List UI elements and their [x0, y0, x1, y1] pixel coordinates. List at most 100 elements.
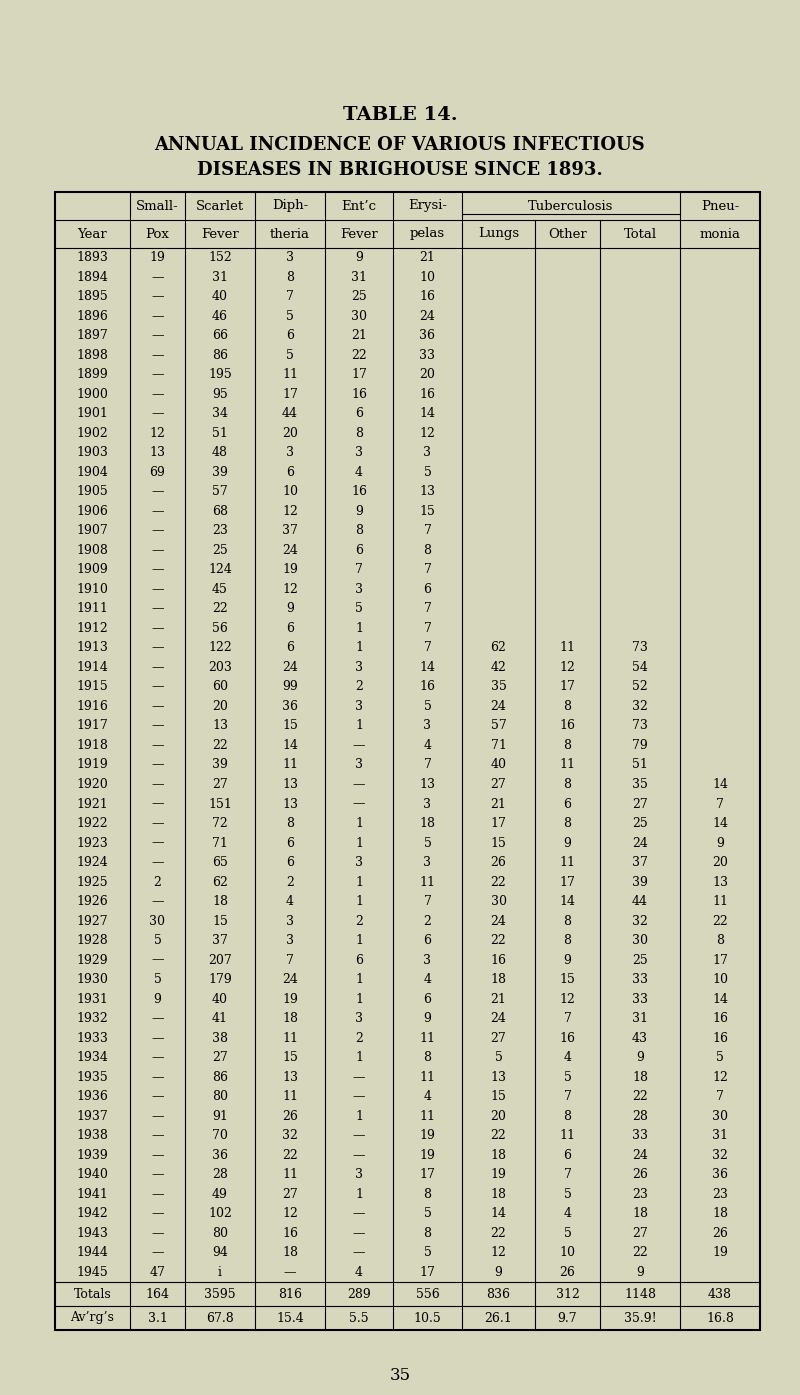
- Text: 17: 17: [559, 876, 575, 889]
- Text: —: —: [151, 290, 164, 303]
- Text: 1: 1: [355, 935, 363, 947]
- Text: —: —: [353, 778, 366, 791]
- Text: 16: 16: [490, 954, 506, 967]
- Text: 12: 12: [712, 1070, 728, 1084]
- Text: 6: 6: [286, 837, 294, 850]
- Text: 46: 46: [212, 310, 228, 322]
- Text: 26: 26: [632, 1168, 648, 1182]
- Text: 8: 8: [355, 427, 363, 439]
- Text: Scarlet: Scarlet: [196, 199, 244, 212]
- Text: 1: 1: [355, 993, 363, 1006]
- Text: 13: 13: [282, 798, 298, 810]
- Text: 20: 20: [282, 427, 298, 439]
- Text: —: —: [151, 505, 164, 518]
- Text: 62: 62: [490, 642, 506, 654]
- Text: 1906: 1906: [77, 505, 109, 518]
- Text: 6: 6: [563, 1148, 571, 1162]
- Text: 26: 26: [282, 1109, 298, 1123]
- Text: —: —: [151, 642, 164, 654]
- Text: 1902: 1902: [77, 427, 108, 439]
- Text: ANNUAL INCIDENCE OF VARIOUS INFECTIOUS: ANNUAL INCIDENCE OF VARIOUS INFECTIOUS: [154, 135, 646, 153]
- Text: 9: 9: [355, 505, 363, 518]
- Text: 3: 3: [423, 954, 431, 967]
- Text: 18: 18: [282, 1013, 298, 1025]
- Text: 18: 18: [212, 896, 228, 908]
- Text: 16: 16: [351, 485, 367, 498]
- Text: 8: 8: [423, 544, 431, 557]
- Text: 10.5: 10.5: [414, 1311, 442, 1324]
- Text: —: —: [151, 1246, 164, 1260]
- Text: 22: 22: [212, 603, 228, 615]
- Text: 1910: 1910: [77, 583, 109, 596]
- Text: 7: 7: [563, 1168, 571, 1182]
- Text: 1942: 1942: [77, 1207, 108, 1221]
- Text: 16: 16: [712, 1032, 728, 1045]
- Text: 4: 4: [423, 1089, 431, 1103]
- Text: monia: monia: [699, 227, 741, 240]
- Text: 30: 30: [712, 1109, 728, 1123]
- Text: 1944: 1944: [77, 1246, 109, 1260]
- Text: —: —: [353, 1148, 366, 1162]
- Text: 37: 37: [282, 525, 298, 537]
- Text: —: —: [151, 1129, 164, 1143]
- Text: 5: 5: [563, 1226, 571, 1240]
- Text: 5: 5: [423, 1207, 431, 1221]
- Text: 4: 4: [355, 466, 363, 478]
- Text: 24: 24: [490, 1013, 506, 1025]
- Text: —: —: [151, 837, 164, 850]
- Text: —: —: [151, 896, 164, 908]
- Text: 23: 23: [712, 1187, 728, 1201]
- Text: —: —: [151, 739, 164, 752]
- Text: 22: 22: [351, 349, 367, 361]
- Text: 1917: 1917: [77, 720, 108, 732]
- Text: 8: 8: [563, 915, 571, 928]
- Text: 9: 9: [423, 1013, 431, 1025]
- Text: 27: 27: [212, 1052, 228, 1064]
- Text: 5: 5: [563, 1187, 571, 1201]
- Text: 73: 73: [632, 642, 648, 654]
- Text: 70: 70: [212, 1129, 228, 1143]
- Text: 5: 5: [355, 603, 363, 615]
- Text: 1911: 1911: [77, 603, 109, 615]
- Text: 80: 80: [212, 1226, 228, 1240]
- Text: 33: 33: [632, 974, 648, 986]
- Text: 37: 37: [632, 857, 648, 869]
- Text: 16: 16: [419, 388, 435, 400]
- Text: 556: 556: [416, 1288, 439, 1300]
- Text: pelas: pelas: [410, 227, 445, 240]
- Text: 8: 8: [423, 1226, 431, 1240]
- Text: 17: 17: [351, 368, 367, 381]
- Text: 1931: 1931: [77, 993, 109, 1006]
- Text: 1: 1: [355, 974, 363, 986]
- Text: —: —: [151, 1070, 164, 1084]
- Text: 1896: 1896: [77, 310, 109, 322]
- Text: 1939: 1939: [77, 1148, 108, 1162]
- Text: 9.7: 9.7: [558, 1311, 578, 1324]
- Text: 32: 32: [632, 915, 648, 928]
- Text: 99: 99: [282, 681, 298, 693]
- Text: —: —: [284, 1265, 296, 1279]
- Text: 1: 1: [355, 622, 363, 635]
- Text: 45: 45: [212, 583, 228, 596]
- Text: —: —: [151, 1148, 164, 1162]
- Text: 13: 13: [490, 1070, 506, 1084]
- Text: 195: 195: [208, 368, 232, 381]
- Text: 31: 31: [351, 271, 367, 283]
- Text: 836: 836: [486, 1288, 510, 1300]
- Text: 7: 7: [286, 290, 294, 303]
- Text: —: —: [151, 700, 164, 713]
- Text: 14: 14: [712, 817, 728, 830]
- Text: Tuberculosis: Tuberculosis: [528, 199, 614, 212]
- Text: 32: 32: [712, 1148, 728, 1162]
- Text: 15: 15: [282, 1052, 298, 1064]
- Text: 7: 7: [423, 622, 431, 635]
- Text: 12: 12: [282, 505, 298, 518]
- Text: 1938: 1938: [77, 1129, 109, 1143]
- Text: 9: 9: [494, 1265, 502, 1279]
- Text: 10: 10: [282, 485, 298, 498]
- Text: 1934: 1934: [77, 1052, 109, 1064]
- Text: 1900: 1900: [77, 388, 109, 400]
- Text: 1: 1: [355, 896, 363, 908]
- Text: 15: 15: [419, 505, 435, 518]
- Text: —: —: [151, 349, 164, 361]
